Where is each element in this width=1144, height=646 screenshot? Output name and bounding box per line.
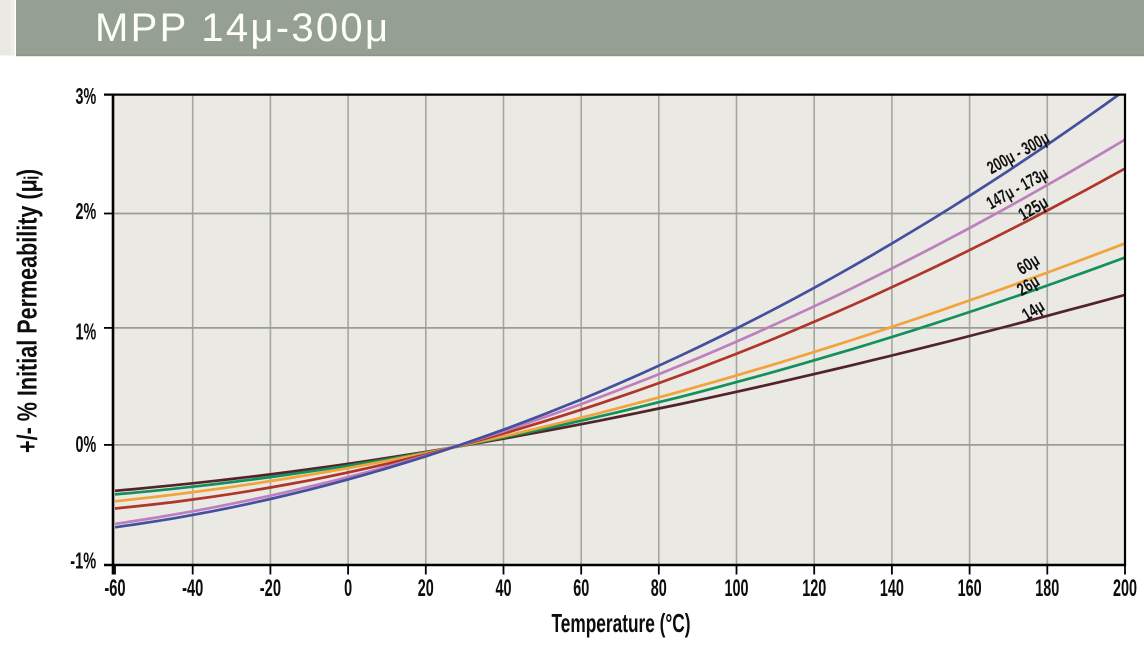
svg-text:140: 140: [880, 575, 904, 602]
svg-text:-60: -60: [104, 575, 125, 602]
svg-text:MPP 14μ-300μ: MPP 14μ-300μ: [95, 6, 388, 50]
svg-text:0: 0: [344, 575, 352, 602]
svg-text:Temperature (°C): Temperature (°C): [552, 608, 691, 638]
svg-text:180: 180: [1035, 575, 1059, 602]
svg-text:-20: -20: [260, 575, 281, 602]
svg-text:40: 40: [496, 575, 512, 602]
svg-text:60: 60: [573, 575, 589, 602]
svg-text:20: 20: [418, 575, 434, 602]
svg-text:3%: 3%: [76, 83, 97, 109]
svg-text:0%: 0%: [76, 431, 97, 457]
svg-text:100: 100: [725, 575, 749, 602]
svg-text:-1%: -1%: [70, 547, 96, 573]
svg-text:2%: 2%: [76, 198, 97, 224]
svg-text:120: 120: [802, 575, 826, 602]
svg-text:+/- % Initial Permeability (μᵢ: +/- % Initial Permeability (μᵢ): [12, 169, 43, 453]
svg-text:200: 200: [1113, 575, 1137, 602]
svg-text:-40: -40: [182, 575, 203, 602]
svg-text:80: 80: [651, 575, 667, 602]
svg-text:160: 160: [958, 575, 982, 602]
svg-text:1%: 1%: [76, 318, 97, 344]
